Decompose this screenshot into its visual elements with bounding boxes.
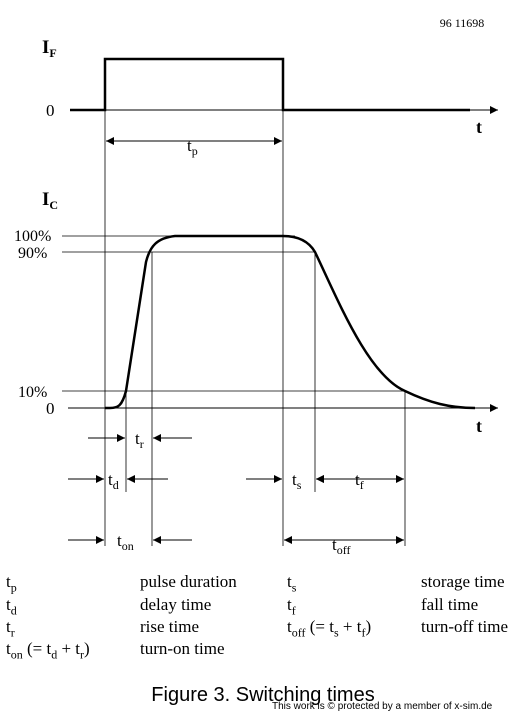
legend-symbol-ts: ts [287,572,297,595]
legend-symbol-tr: tr [6,617,15,640]
legend-desc-ts: storage time [421,572,505,591]
legend-desc-toff: turn-off time [421,617,509,636]
figure-id: 96 11698 [440,16,485,30]
ic-waveform [105,234,476,410]
ton-label: ton [117,531,134,553]
legend-symbol-tp: tp [6,572,17,595]
legend-desc-ton: turn-on time [140,639,225,658]
ic-t-label: t [476,416,482,436]
td-label: td [108,470,119,492]
label-10-percent: 10% [18,384,47,401]
label-90-percent: 90% [18,245,47,262]
tp-label: tp [187,136,198,158]
ic-axis-label: IC [42,189,58,212]
if-axis-label: IF [42,37,57,60]
label-100-percent: 100% [14,228,51,245]
symbol-legend: tp pulse duration td delay time tr rise … [0,568,526,664]
legend-desc-tp: pulse duration [140,572,237,591]
if-pulse-waveform [70,57,470,112]
watermark-text: This work is © protected by a member of … [272,701,493,712]
tf-label: tf [355,470,364,492]
toff-label: toff [332,535,351,557]
figure-caption: Figure 3. Switching times [151,684,375,706]
legend-desc-td: delay time [140,595,212,614]
legend-symbol-td: td [6,595,17,618]
legend-symbol-ton: ton (= td + tr) [6,639,90,662]
ts-label: ts [292,470,302,492]
tr-label: tr [135,429,144,451]
switching-times-diagram: 96 11698 IF 0 t tp IC 100% 90% 10% 0 t t… [14,16,498,557]
ic-zero-label: 0 [46,399,55,418]
if-t-label: t [476,117,482,137]
legend-desc-tr: rise time [140,617,200,636]
legend-desc-tf: fall time [421,595,479,614]
if-zero-label: 0 [46,101,55,120]
legend-symbol-toff: toff (= ts + tf) [287,617,372,640]
legend-symbol-tf: tf [287,595,296,618]
